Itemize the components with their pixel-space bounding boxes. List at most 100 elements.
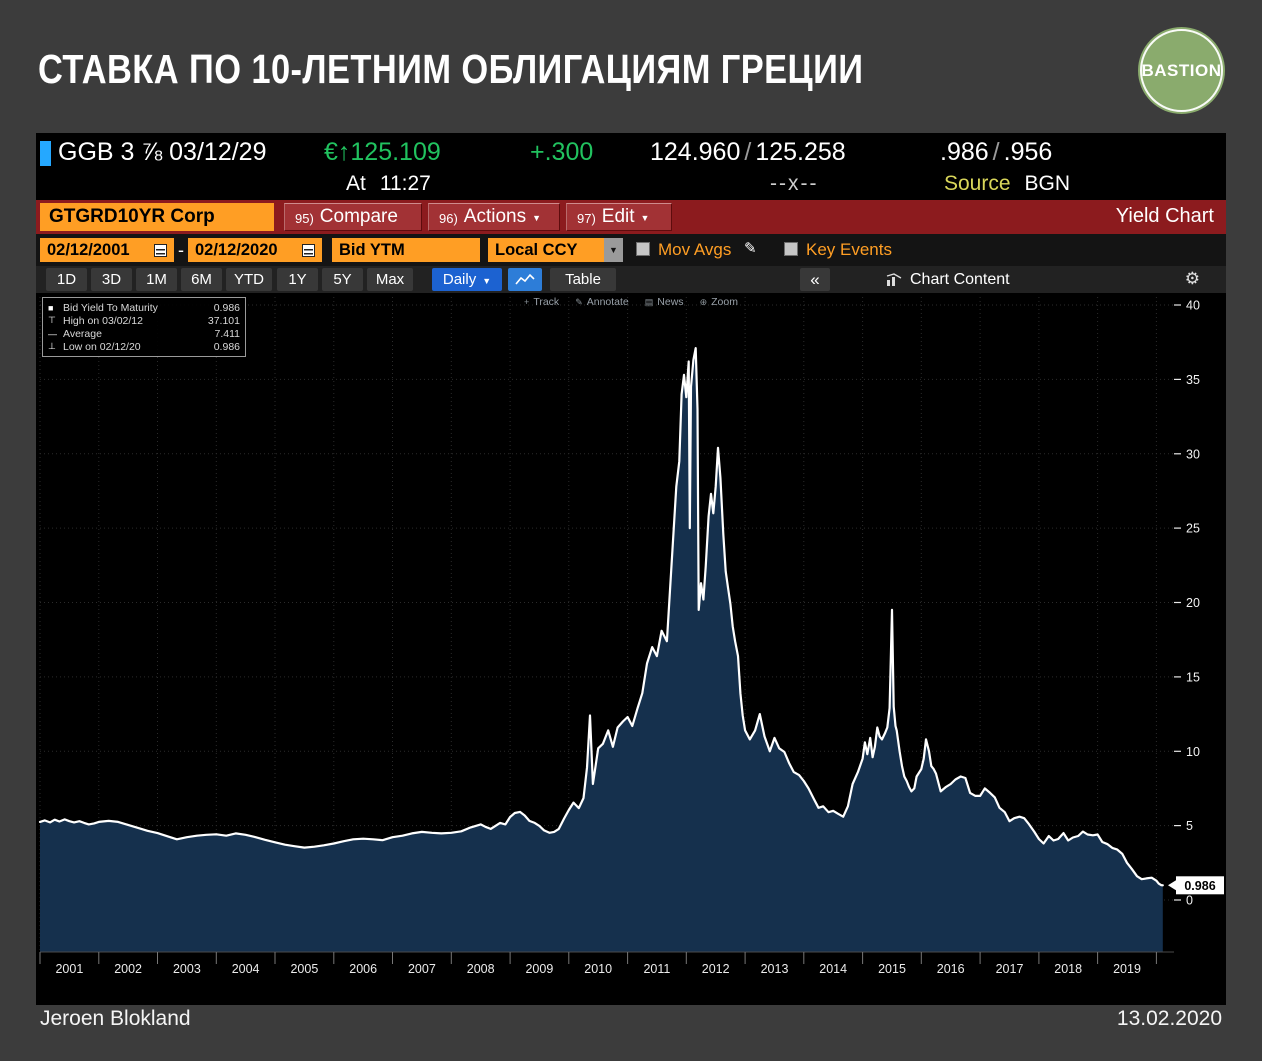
yield-separator: / [992,138,1000,166]
chart-tool-zoom[interactable]: ⊕ Zoom [700,296,738,308]
key-events-label[interactable]: Key Events [806,240,892,259]
period-tab-1y[interactable]: 1Y [277,268,318,291]
svg-text:2012: 2012 [702,962,730,976]
author-credit: Jeroen Blokland [40,1007,191,1030]
frequency-value: Daily [442,271,477,288]
svg-text:2010: 2010 [584,962,612,976]
fn-button-actions[interactable]: 96) Actions ▼ [428,203,560,231]
price-source: Source BGN [944,172,1070,196]
yield-chart-svg[interactable]: 0 5 10 15 20 25 30 35 40 2001 2002 2003 2004 2005 2006… [36,293,1226,1005]
settings-bar: 02/12/2001 - 02/12/2020 Bid YTM Local CC… [36,234,1226,266]
calendar-icon[interactable] [302,243,315,257]
legend-marker-icon: — [48,328,57,339]
last-price: €↑125.109 [324,138,441,166]
bastion-logo: BASTION [1138,27,1225,114]
legend-label: Bid Yield To Maturity [63,301,158,314]
quote-time: At 11:27 [346,172,431,196]
period-tab-1d[interactable]: 1D [46,268,87,291]
zoom-icon: ⊕ [699,296,708,307]
fn-button-number: 97) [577,211,596,226]
chart-content-icon [886,273,902,286]
security-header-row: GGB 3 ⅞ 03/12/29 €↑125.109 +.300 124.960… [36,133,1226,172]
yield-chart-canvas[interactable]: 0 5 10 15 20 25 30 35 40 2001 2002 2003 2004 2005 2006… [36,293,1226,1005]
period-tab-1m[interactable]: 1M [136,268,177,291]
svg-text:2006: 2006 [349,962,377,976]
svg-text:5: 5 [1186,819,1193,833]
legend-marker-icon: ■ [48,302,54,313]
line-chart-button[interactable] [508,268,542,291]
fn-button-compare[interactable]: 95) Compare [284,203,422,231]
fn-button-number: 96) [439,211,458,226]
period-tab-ytd[interactable]: YTD [226,268,272,291]
svg-text:2001: 2001 [55,962,83,976]
svg-text:2005: 2005 [290,962,318,976]
svg-text:30: 30 [1186,447,1200,461]
legend-marker-icon: ⊥ [48,341,56,351]
bid-price: 124.960 [650,138,741,166]
period-toolbar: 1D 3D 1M 6M YTD 1Y 5Y Max Daily ▼ Table « Chart… [36,266,1226,293]
line-chart-icon [515,273,535,285]
date-from-value: 02/12/2001 [47,240,130,259]
edit-pencil-icon[interactable]: ✎ [744,240,757,257]
collapse-button[interactable]: « [800,268,830,291]
date-to-field[interactable]: 02/12/2020 [188,238,322,262]
ask-price: 125.258 [755,138,846,166]
table-button[interactable]: Table [550,268,616,291]
annotate-icon: ✎ [575,296,583,307]
chart-mini-toolbar: + Track ✎ Annotate ▤ News ⊕ Zoom [524,296,738,308]
svg-text:2019: 2019 [1113,962,1141,976]
fn-button-label: Edit [601,206,635,227]
fn-button-label: Actions [463,206,527,227]
chart-tool-annotate[interactable]: ✎ Annotate [575,296,629,308]
page-title: СТАВКА ПО 10-ЛЕТНИМ ОБЛИГАЦИЯМ ГРЕЦИИ [38,46,864,92]
period-tab-5y[interactable]: 5Y [322,268,363,291]
at-label: At [346,172,366,195]
mov-avgs-checkbox[interactable] [636,242,650,256]
svg-text:2014: 2014 [819,962,847,976]
frequency-dropdown[interactable]: Daily ▼ [432,268,502,291]
tool-label: Track [533,296,560,308]
security-color-block [40,141,51,166]
function-bar: GTGRD10YR Corp 95) Compare 96) Actions ▼ 97) E… [36,200,1226,234]
chart-content-button[interactable]: Chart Content [886,268,1010,291]
source-value: BGN [1024,172,1071,195]
time-value: 11:27 [379,172,431,195]
currency-selector[interactable]: Local CCY [488,238,604,262]
legend-row: ■ Bid Yield To Maturity 0.986 [48,301,240,314]
svg-text:2009: 2009 [525,962,553,976]
period-tab-6m[interactable]: 6M [181,268,222,291]
calendar-icon[interactable] [154,243,167,257]
yield-bid-ask: .986/.956 [940,138,1052,167]
mov-avgs-label[interactable]: Mov Avgs [658,240,732,259]
legend-value: 0.986 [213,301,240,314]
trade-indicator: --x-- [770,172,819,195]
field-selector[interactable]: Bid YTM [332,238,480,262]
chart-tool-news[interactable]: ▤ News [645,296,684,308]
svg-text:2003: 2003 [173,962,201,976]
svg-text:2015: 2015 [878,962,906,976]
chart-area[interactable]: 0 5 10 15 20 25 30 35 40 2001 2002 2003 2004 2005 2006… [36,293,1226,1005]
ticker-field[interactable]: GTGRD10YR Corp [40,203,274,231]
svg-text:2013: 2013 [761,962,789,976]
logo-text: BASTION [1141,60,1222,80]
date-to-value: 02/12/2020 [195,240,278,259]
svg-text:20: 20 [1186,596,1200,610]
chart-tool-track[interactable]: + Track [524,296,559,308]
track-icon: + [524,297,530,307]
legend-row: ⊤ High on 03/02/12 37.101 [48,314,240,327]
fn-button-edit[interactable]: 97) Edit ▼ [566,203,672,231]
terminal-panel: GGB 3 ⅞ 03/12/29 €↑125.109 +.300 124.960… [36,133,1226,1005]
date-from-field[interactable]: 02/12/2001 [40,238,174,262]
news-icon: ▤ [644,296,654,307]
currency-dropdown-arrow[interactable]: ▼ [604,238,623,262]
svg-text:35: 35 [1186,373,1200,387]
tool-label: News [657,296,684,308]
price-change: +.300 [530,138,594,166]
gear-icon[interactable]: ⚙ [1184,269,1200,288]
yield-chart-title: Yield Chart [1115,205,1214,227]
key-events-checkbox[interactable] [784,242,798,256]
period-tab-3d[interactable]: 3D [91,268,132,291]
source-label: Source [944,172,1011,195]
svg-text:0.986: 0.986 [1184,879,1215,893]
period-tab-max[interactable]: Max [367,268,413,291]
